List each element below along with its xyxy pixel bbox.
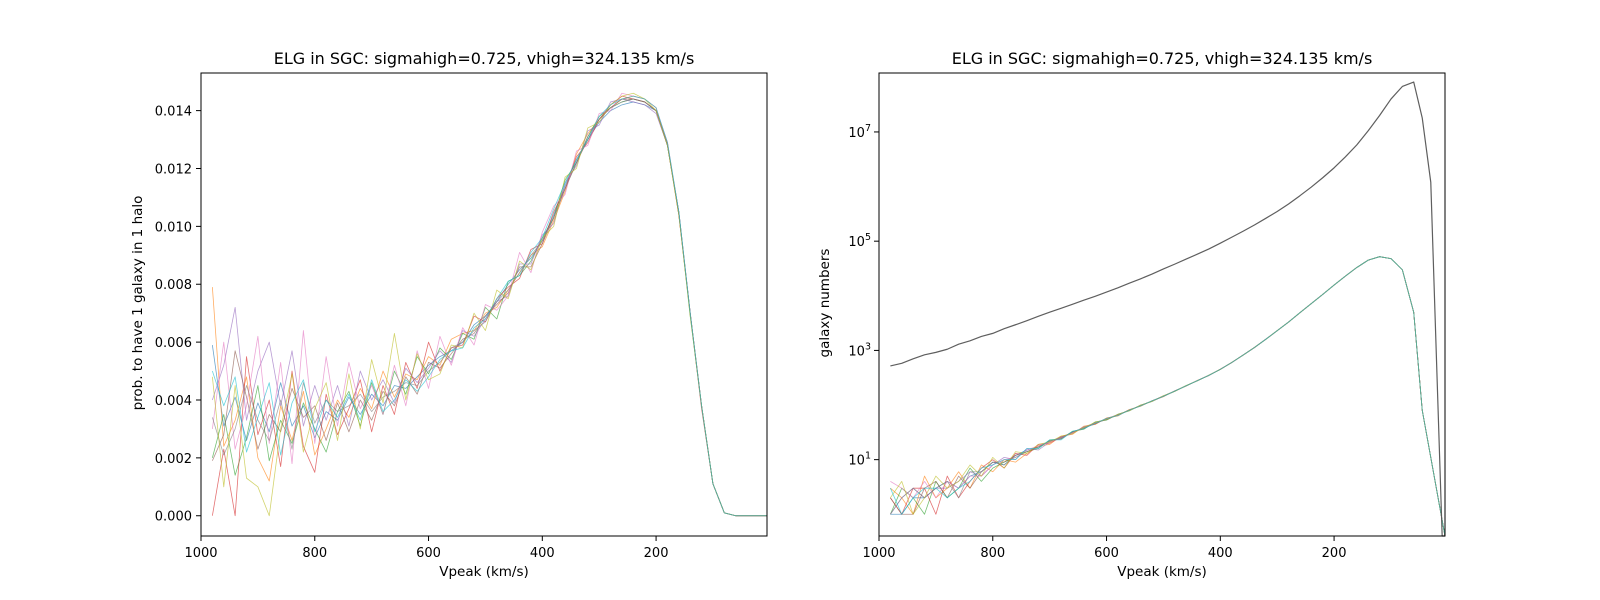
left-x-tick-label: 800 xyxy=(302,546,327,561)
right-x-tick-label: 800 xyxy=(980,546,1005,561)
right-x-axis-label: Vpeak (km/s) xyxy=(1117,564,1207,580)
right-galaxy-series-line-10 xyxy=(890,256,1446,537)
right-ticks-group: 1000 800 600 400 200 101 103 105 107 xyxy=(848,123,1346,561)
left-x-axis-label: Vpeak (km/s) xyxy=(439,564,529,580)
left-y-tick-label: 0.006 xyxy=(155,336,192,351)
left-panel: ELG in SGC: sigmahigh=0.725, vhigh=324.1… xyxy=(130,49,768,580)
left-ticks-group: 1000 800 600 400 200 0.000 0.002 0.004 0.006 0.00… xyxy=(155,105,669,561)
right-series-group xyxy=(890,81,1446,537)
right-plot-frame xyxy=(878,72,1446,537)
left-y-tick-label: 0.002 xyxy=(155,452,192,467)
left-y-tick-label: 0.000 xyxy=(155,510,192,525)
right-y-axis-label: galaxy numbers xyxy=(817,249,833,358)
right-y-tick-label: 101 xyxy=(848,451,871,469)
left-plot-frame xyxy=(200,72,768,537)
left-y-tick-label: 0.010 xyxy=(155,220,192,235)
right-chart-title: ELG in SGC: sigmahigh=0.725, vhigh=324.1… xyxy=(952,49,1373,68)
left-y-tick-label: 0.012 xyxy=(155,162,192,177)
right-x-tick-label: 1000 xyxy=(862,546,895,561)
left-series-line-9 xyxy=(211,92,767,517)
right-halo-series-line xyxy=(890,81,1445,537)
left-x-tick-label: 1000 xyxy=(184,546,217,561)
left-x-tick-label: 400 xyxy=(530,546,555,561)
left-series-line-10 xyxy=(211,95,767,517)
right-y-tick-label: 105 xyxy=(848,232,871,250)
left-x-tick-label: 200 xyxy=(644,546,669,561)
left-y-tick-label: 0.004 xyxy=(155,394,192,409)
right-x-tick-label: 600 xyxy=(1094,546,1119,561)
left-y-tick-label: 0.008 xyxy=(155,278,192,293)
right-panel: ELG in SGC: sigmahigh=0.725, vhigh=324.1… xyxy=(817,49,1446,580)
left-y-axis-label: prob. to have 1 galaxy in 1 halo xyxy=(130,196,146,411)
right-x-tick-label: 200 xyxy=(1322,546,1347,561)
left-series-group xyxy=(211,92,767,517)
left-chart-title: ELG in SGC: sigmahigh=0.725, vhigh=324.1… xyxy=(274,49,695,68)
left-y-tick-label: 0.014 xyxy=(155,105,192,120)
left-x-tick-label: 600 xyxy=(416,546,441,561)
right-y-tick-label: 103 xyxy=(848,341,871,359)
right-y-tick-label: 107 xyxy=(848,123,871,141)
right-x-tick-label: 400 xyxy=(1208,546,1233,561)
